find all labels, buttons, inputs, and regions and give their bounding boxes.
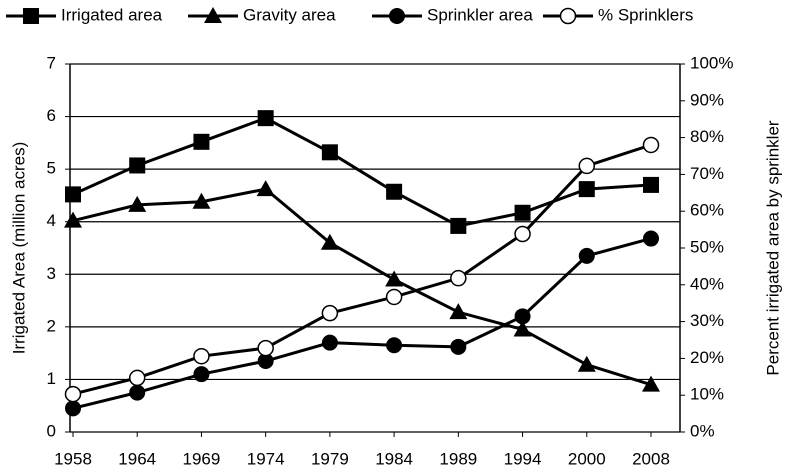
data-point [514,225,531,243]
data-point [129,384,146,401]
y-tick-label: 4 [47,211,56,230]
y2-tick-label: 100% [690,53,733,72]
data-point [128,369,146,387]
y2-tick-label: 20% [690,348,724,367]
data-point [643,176,659,193]
data-point [385,270,404,287]
data-point [65,186,81,203]
y-axis-label: Irrigated Area (million acres) [9,142,28,355]
legend-label: Gravity area [243,5,336,24]
legend-label: % Sprinklers [598,5,693,24]
y2-tick-label: 30% [690,311,724,330]
series-line [72,143,652,396]
data-point [320,233,339,250]
data-point [192,192,211,209]
data-point [256,180,275,197]
y2-tick-label: 90% [690,90,724,109]
data-point [386,183,403,200]
series-line [72,116,652,228]
data-point [321,304,339,322]
x-tick-label: 1979 [311,449,349,468]
data-point [450,217,467,234]
data-point [257,110,274,127]
y2-tick-label: 70% [690,164,724,183]
data-point [129,157,146,174]
data-point [193,133,210,150]
legend-marker [559,7,577,25]
data-point [257,353,274,370]
data-point [128,195,147,212]
y-tick-label: 3 [47,264,56,283]
data-point [193,366,210,383]
data-point [578,181,595,198]
data-point [450,338,467,355]
series-line [72,187,652,387]
data-point [65,400,81,417]
data-point [450,269,467,287]
legend-marker [23,8,39,24]
data-point [64,211,82,228]
x-tick-label: 1989 [439,449,477,468]
y-tick-label: 2 [47,316,56,335]
series-line [72,237,652,410]
data-point [643,230,659,247]
data-point [385,288,403,306]
legend-label: Irrigated area [61,5,163,24]
data-point [642,375,660,392]
data-point [578,157,596,175]
legend-label: Sprinkler area [427,5,533,24]
legend-marker [204,7,222,23]
data-point [513,320,532,337]
data-point [577,355,596,372]
y2-tick-label: 10% [690,385,724,404]
data-point [321,144,338,161]
data-point [514,204,531,221]
x-tick-label: 1969 [183,449,221,468]
y-tick-label: 6 [47,106,56,125]
data-point [578,247,595,264]
data-point [514,308,531,325]
x-tick-label: 2008 [632,449,670,468]
y2-tick-label: 50% [690,237,724,256]
y2-tick-label: 80% [690,127,724,146]
y-tick-label: 7 [47,53,56,72]
legend-marker [389,8,405,24]
x-tick-label: 1984 [375,449,413,468]
data-point [321,334,338,351]
y-tick-label: 5 [47,159,56,178]
x-tick-label: 1994 [504,449,542,468]
y2-tick-label: 60% [690,201,724,220]
x-tick-label: 1958 [54,449,92,468]
data-point [64,385,82,403]
x-tick-label: 2000 [568,449,606,468]
data-point [193,347,210,365]
y2-axis-label: Percent irrigated area by sprinkler [763,120,782,375]
data-point [386,337,403,354]
y-tick-label: 0 [47,421,56,440]
data-point [449,303,468,320]
y-tick-label: 1 [47,369,56,388]
data-point [257,339,274,357]
data-point [642,136,660,154]
y2-tick-label: 0% [690,421,715,440]
x-tick-label: 1964 [118,449,156,468]
y2-tick-label: 40% [690,274,724,293]
x-tick-label: 1974 [247,449,285,468]
